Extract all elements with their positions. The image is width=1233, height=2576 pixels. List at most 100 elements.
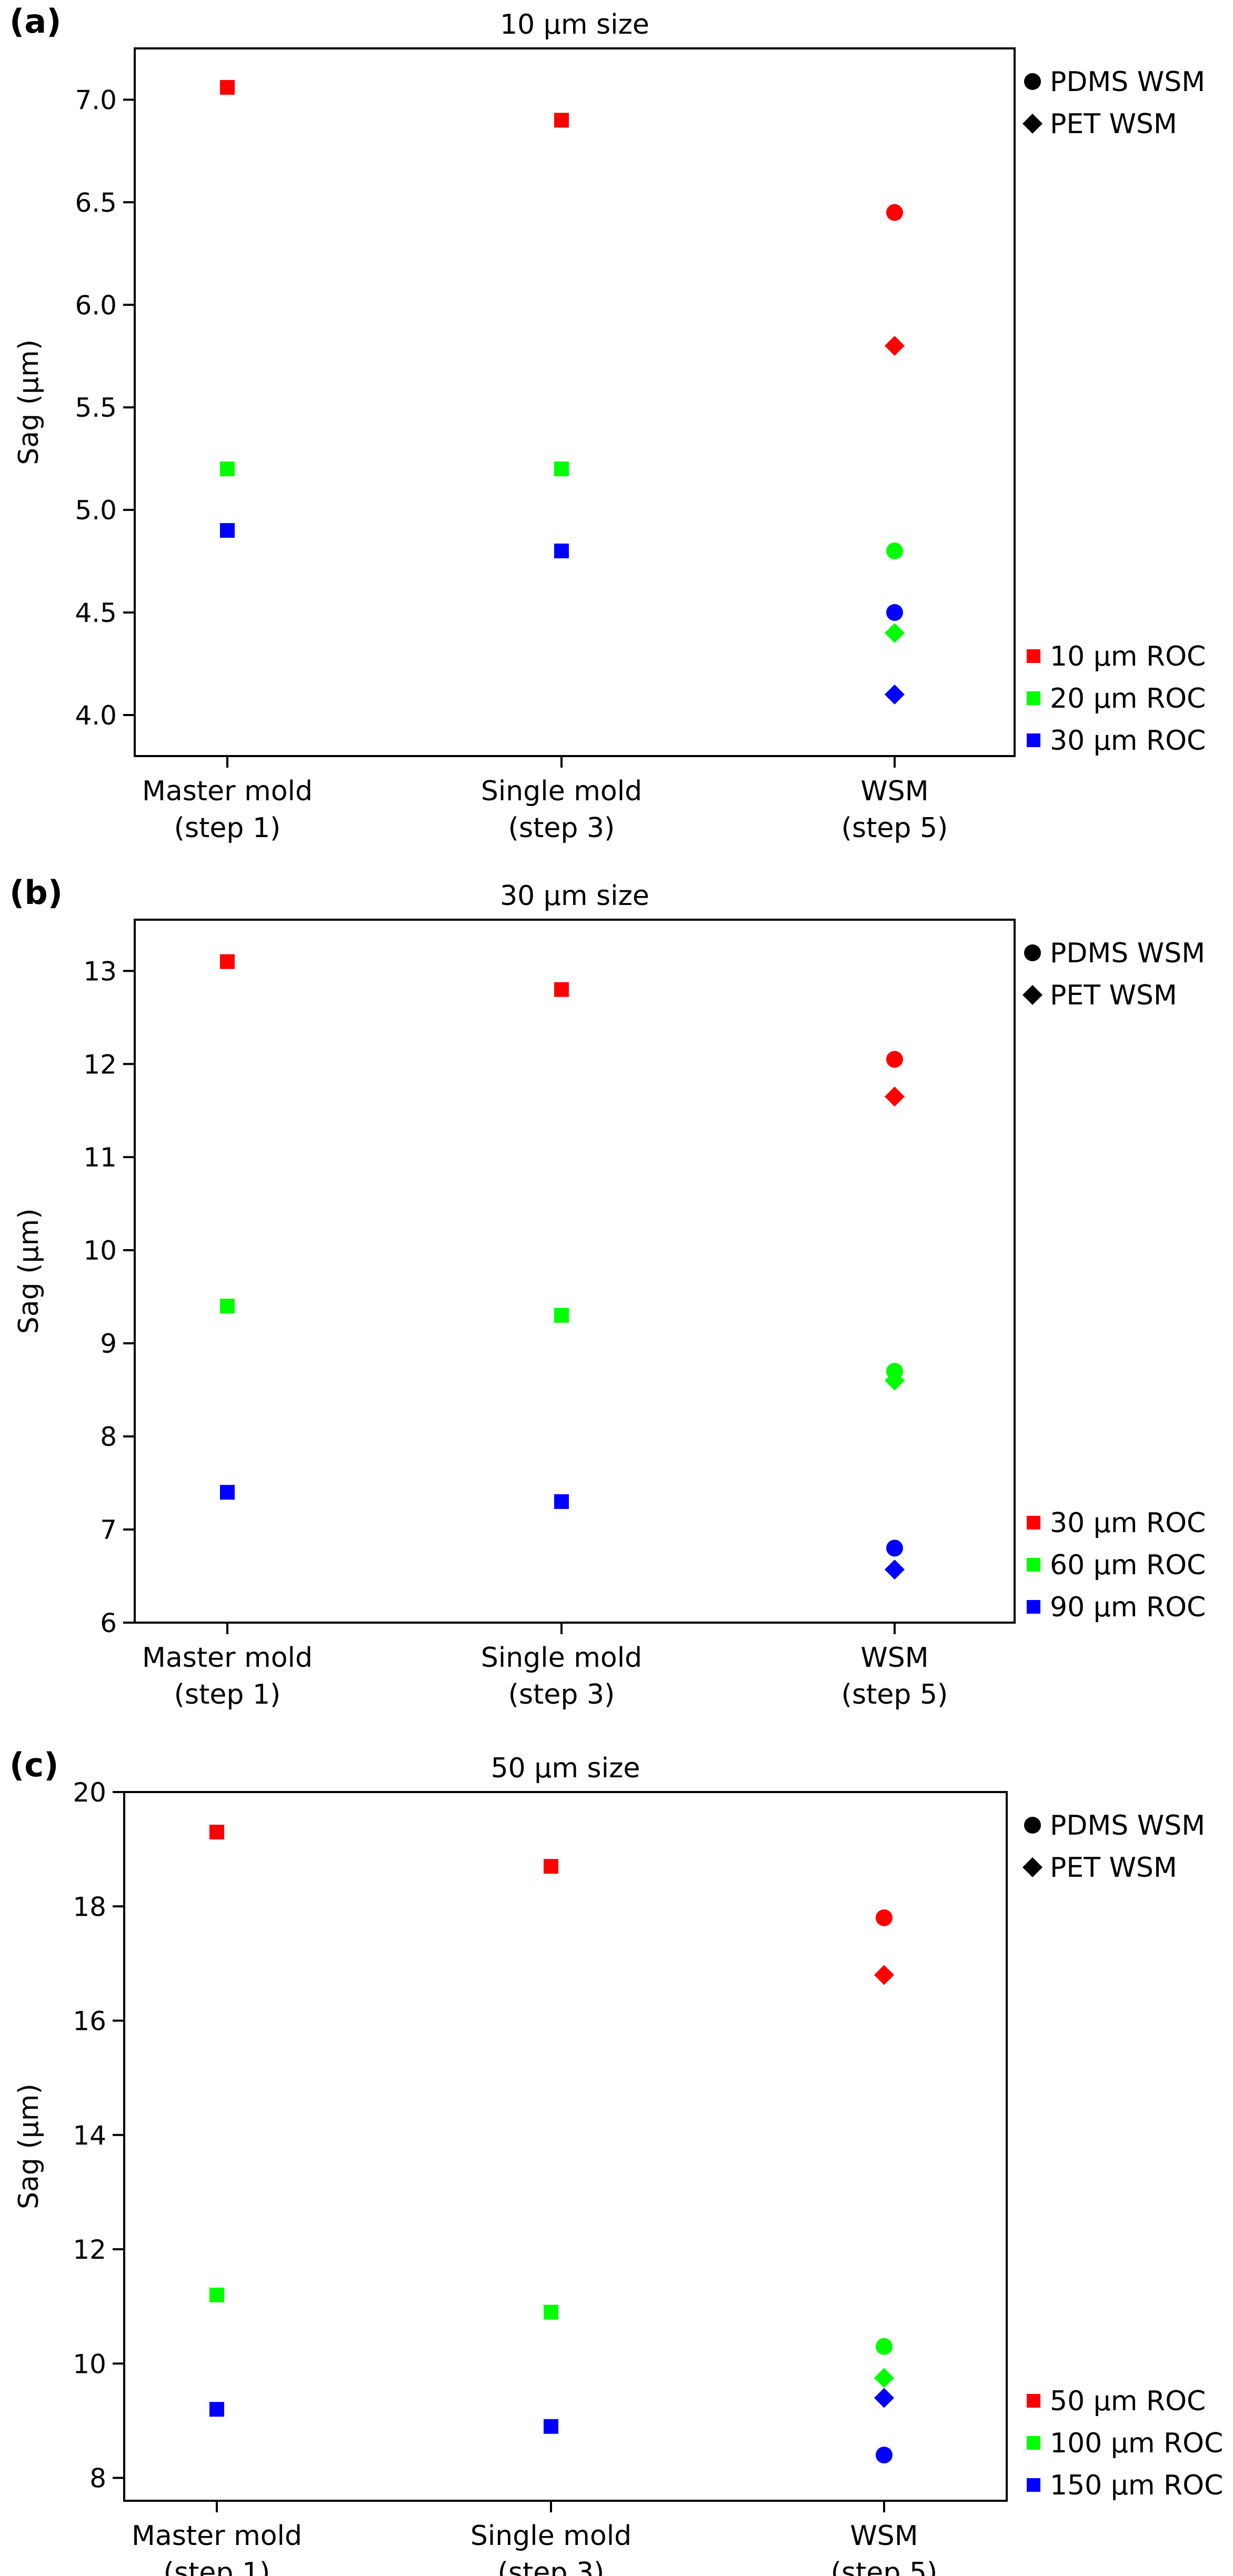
data-point-diamond [885, 1370, 905, 1391]
y-tick-label: 8 [89, 2463, 106, 2494]
y-tick-label: 11 [83, 1142, 117, 1173]
y-tick-label: 13 [83, 956, 117, 987]
legend-entry-label: 10 µm ROC [1050, 641, 1206, 672]
legend-circle-icon [1024, 73, 1041, 90]
y-tick-label: 9 [100, 1329, 117, 1359]
data-point-square [220, 1299, 235, 1314]
data-point-square [220, 523, 235, 538]
legend-entry-label: 60 µm ROC [1050, 1549, 1206, 1581]
y-tick-label: 8 [100, 1422, 117, 1452]
legend-entry-label: 150 µm ROC [1050, 2470, 1223, 2501]
x-category-sublabel: (step 5) [841, 812, 948, 844]
y-tick-label: 6 [100, 1608, 117, 1638]
y-tick-label: 10 [73, 2349, 106, 2379]
x-category-sublabel: (step 1) [174, 1679, 281, 1710]
x-category-sublabel: (step 1) [164, 2557, 270, 2576]
chart-title: 10 µm size [500, 9, 649, 41]
data-point-circle [886, 1051, 903, 1068]
plot-area [123, 1791, 1008, 2502]
data-point-square [544, 2419, 558, 2434]
data-point-square [544, 2305, 558, 2320]
data-point-square [220, 80, 235, 95]
y-tick-label: 4.5 [75, 598, 117, 628]
legend-diamond-icon [1023, 985, 1042, 1005]
x-category-sublabel: (step 5) [841, 1679, 948, 1710]
data-point-circle [876, 2447, 893, 2464]
chart-panel-b: (b) 30 µm size 6 7 8 9 10 11 12 13 Sag (µm) Master … [9, 873, 1206, 1710]
legend-entry-label: PET WSM [1050, 1852, 1177, 1884]
data-point-circle [886, 604, 903, 621]
y-tick-label: 18 [73, 1891, 106, 1922]
data-point-square [544, 1859, 558, 1874]
data-point-square [554, 113, 569, 128]
y-tick-label: 7.0 [75, 85, 117, 115]
legend-entry-label: PDMS WSM [1050, 938, 1205, 969]
data-point-diamond [874, 2388, 894, 2408]
data-point-square [554, 1494, 569, 1509]
legend-entry-label: 30 µm ROC [1050, 1507, 1206, 1539]
data-point-diamond [885, 1559, 905, 1580]
x-category-label: Single mold [481, 1642, 642, 1674]
legend-color-swatch [1027, 2478, 1040, 2492]
legend-entry-label: PET WSM [1050, 108, 1177, 140]
legend-color-swatch [1027, 1600, 1040, 1614]
y-tick-label: 6.5 [75, 187, 117, 218]
data-point-circle [876, 1909, 893, 1926]
x-category-sublabel: (step 3) [508, 812, 615, 844]
legend-color-swatch [1027, 1558, 1040, 1572]
legend-color-swatch [1027, 649, 1040, 663]
y-tick-label: 16 [73, 2006, 106, 2037]
x-category-label: WSM [860, 776, 928, 807]
legend-circle-icon [1024, 944, 1041, 961]
x-category-label: Master mold [132, 2520, 302, 2552]
data-point-square [209, 2287, 224, 2302]
data-point-square [554, 461, 569, 477]
y-axis-label: Sag (µm) [13, 1209, 45, 1334]
data-point-circle [876, 2338, 893, 2355]
legend-entry-label: 50 µm ROC [1050, 2386, 1206, 2417]
chart-panel-a: (a) 10 µm size 4.0 4.5 5.0 5.5 6.0 6.5 7.0 Sag (µ… [9, 2, 1206, 844]
data-point-square [554, 544, 569, 559]
x-category-sublabel: (step 3) [498, 2557, 605, 2576]
x-category-sublabel: (step 1) [174, 812, 281, 844]
y-axis-label: Sag (µm) [13, 339, 45, 465]
x-category-label: Master mold [142, 776, 313, 807]
chart-panel-c: (c) 50 µm size 8 10 12 14 16 18 20 Sag (µm) Master… [9, 1746, 1223, 2576]
data-point-circle [886, 204, 903, 221]
data-point-square [220, 954, 235, 969]
legend-diamond-icon [1023, 1857, 1042, 1877]
panel-label: (c) [9, 1746, 58, 1784]
legend-color-swatch [1027, 1516, 1040, 1530]
y-tick-label: 6.0 [75, 290, 117, 320]
legend-entry-label: 100 µm ROC [1050, 2428, 1223, 2459]
legend-diamond-icon [1023, 114, 1042, 134]
data-point-diamond [874, 1965, 894, 1985]
x-category-label: Single mold [481, 776, 642, 807]
y-tick-label: 5.0 [75, 495, 117, 526]
chart-title: 30 µm size [500, 880, 649, 912]
legend-color-swatch [1027, 733, 1040, 747]
legend-entry-label: 30 µm ROC [1050, 725, 1206, 757]
y-tick-label: 12 [83, 1049, 117, 1080]
data-point-diamond [885, 623, 905, 643]
legend-entry-label: 20 µm ROC [1050, 683, 1206, 715]
data-point-diamond [874, 2368, 894, 2388]
y-tick-label: 5.5 [75, 393, 117, 423]
x-category-label: WSM [850, 2520, 918, 2552]
data-point-square [220, 461, 235, 477]
y-tick-label: 7 [100, 1515, 117, 1545]
x-category-sublabel: (step 3) [508, 1679, 615, 1710]
panel-label: (b) [9, 873, 63, 912]
data-point-diamond [885, 685, 905, 705]
data-point-square [554, 982, 569, 997]
legend-entry-label: PET WSM [1050, 980, 1177, 1011]
legend-color-swatch [1027, 691, 1040, 705]
y-axis-label: Sag (µm) [13, 2084, 45, 2209]
x-category-label: WSM [860, 1642, 928, 1674]
chart-title: 50 µm size [491, 1753, 640, 1784]
legend-color-swatch [1027, 2394, 1040, 2408]
data-point-square [554, 1308, 569, 1323]
legend-entry-label: PDMS WSM [1050, 1810, 1205, 1842]
y-tick-label: 14 [73, 2120, 106, 2151]
panel-label: (a) [9, 2, 62, 41]
